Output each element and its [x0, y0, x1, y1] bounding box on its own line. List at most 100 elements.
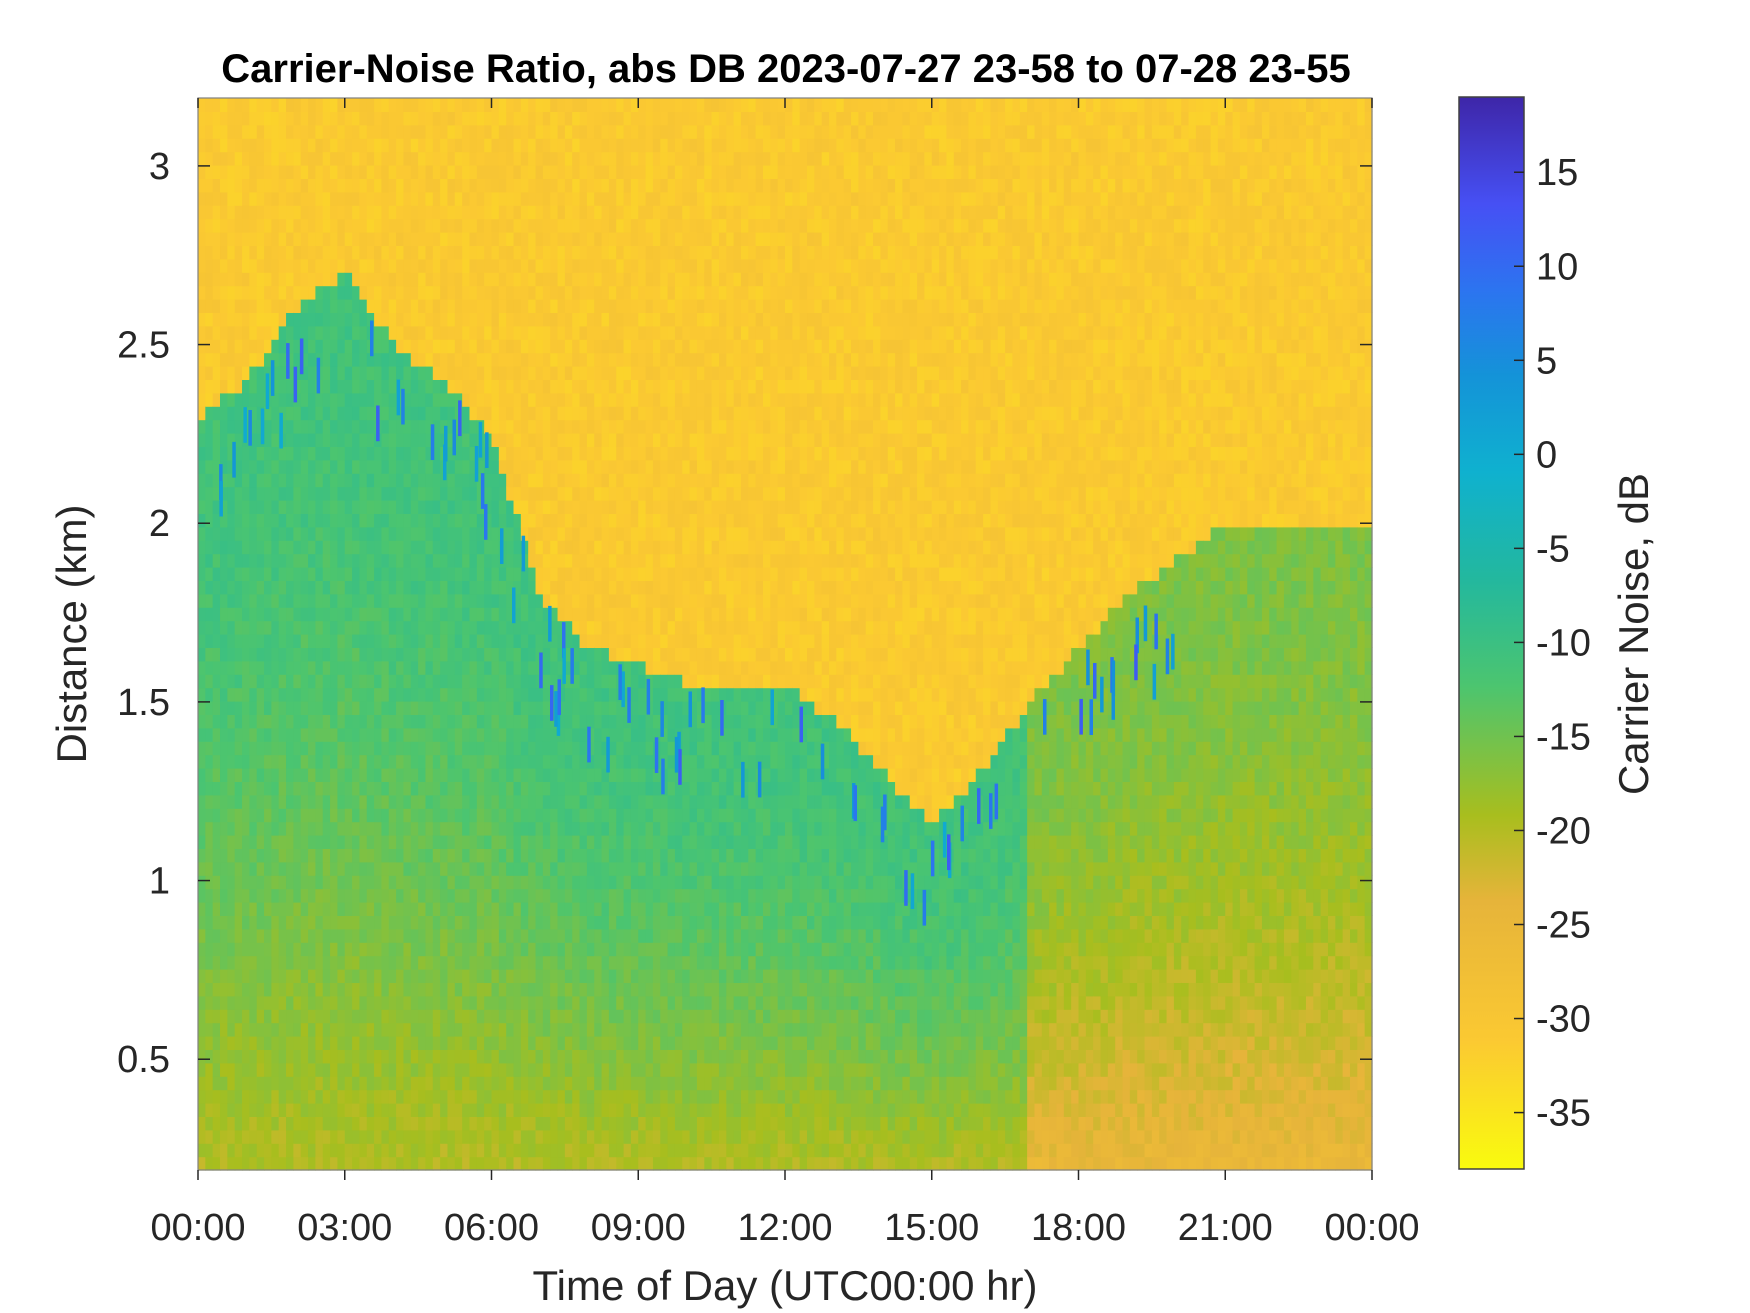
- heatmap-cell: [359, 794, 368, 809]
- heatmap-cell: [462, 352, 471, 367]
- heatmap-cell: [638, 607, 647, 622]
- heatmap-cell: [579, 982, 588, 997]
- heatmap-cell: [322, 634, 331, 648]
- heatmap-cell: [396, 433, 405, 447]
- heatmap-cell: [513, 915, 522, 930]
- heatmap-cell: [234, 138, 243, 153]
- heatmap-cell: [454, 848, 463, 863]
- heatmap-cell: [506, 299, 515, 313]
- heatmap-cell: [381, 258, 390, 273]
- heatmap-column: [579, 98, 588, 1171]
- heatmap-cell: [330, 406, 339, 421]
- heatmap-cell: [264, 299, 272, 313]
- heatmap-cell: [630, 902, 639, 916]
- heatmap-cell: [403, 768, 412, 782]
- heatmap-cell: [528, 875, 537, 890]
- heatmap-cell: [638, 660, 647, 675]
- heatmap-cell: [462, 406, 471, 421]
- heatmap-cell: [616, 875, 625, 890]
- heatmap-cell: [256, 1049, 265, 1064]
- heatmap-cell: [572, 352, 581, 367]
- heatmap-cell: [542, 660, 551, 675]
- heatmap-cell: [205, 513, 214, 528]
- heatmap-cell: [264, 258, 272, 273]
- heatmap-cell: [249, 687, 258, 702]
- heatmap-cell: [469, 392, 478, 407]
- heatmap-cell: [205, 1062, 214, 1077]
- heatmap-cell: [528, 727, 537, 742]
- heatmap-cell: [498, 687, 507, 702]
- heatmap-cell: [425, 821, 434, 836]
- heatmap-cell: [374, 446, 383, 461]
- heatmap-cell: [630, 995, 639, 1010]
- heatmap-cell: [344, 138, 353, 153]
- heatmap-column: [601, 98, 610, 1171]
- heatmap-cell: [616, 915, 625, 930]
- heatmap-cell: [242, 701, 250, 715]
- heatmap-cell: [542, 982, 551, 997]
- heatmap-cell: [564, 1009, 573, 1024]
- heatmap-cell: [388, 419, 397, 434]
- heatmap-cell: [616, 540, 625, 555]
- heatmap-cell: [506, 1129, 515, 1144]
- heatmap-cell: [249, 1103, 258, 1117]
- heatmap-column: [520, 98, 529, 1171]
- heatmap-cell: [271, 915, 280, 930]
- heatmap-cell: [535, 312, 544, 327]
- heatmap-cell: [418, 1103, 427, 1117]
- heatmap-cell: [542, 486, 551, 501]
- heatmap-cell: [498, 1022, 507, 1037]
- heatmap-cell: [498, 352, 507, 367]
- heatmap-cell: [366, 138, 375, 153]
- heatmap-cell: [638, 191, 647, 206]
- heatmap-cell: [396, 325, 405, 340]
- heatmap-cell: [498, 768, 507, 782]
- heatmap-cell: [491, 861, 500, 876]
- heatmap-cell: [212, 848, 221, 863]
- heatmap-cell: [528, 218, 537, 233]
- heatmap-cell: [586, 272, 595, 287]
- heatmap-cell: [616, 593, 625, 608]
- heatmap-cell: [645, 607, 654, 622]
- heatmap-cell: [432, 232, 441, 246]
- heatmap-cell: [227, 1103, 236, 1117]
- heatmap-cell: [337, 245, 346, 260]
- heatmap-cell: [542, 500, 551, 514]
- heatmap-cell: [293, 915, 302, 930]
- heatmap-cell: [484, 526, 493, 541]
- heatmap-cell: [388, 902, 397, 916]
- heatmap-cell: [506, 513, 515, 528]
- heatmap-cell: [388, 379, 397, 394]
- heatmap-cell: [359, 513, 368, 528]
- heatmap-cell: [278, 1009, 287, 1024]
- heatmap-cell: [396, 620, 405, 635]
- heatmap-cell: [506, 419, 515, 434]
- heatmap-cell: [454, 969, 463, 983]
- heatmap-cell: [212, 969, 221, 983]
- heatmap-cell: [476, 835, 485, 849]
- heatmap-cell: [506, 165, 515, 179]
- heatmap-cell: [579, 593, 588, 608]
- heatmap-cell: [638, 593, 647, 608]
- heatmap-cell: [425, 1116, 434, 1131]
- heatmap-cell: [586, 486, 595, 501]
- heatmap-cell: [366, 727, 375, 742]
- heatmap-cell: [506, 366, 515, 380]
- heatmap-cell: [550, 1143, 559, 1158]
- heatmap-cell: [498, 446, 507, 461]
- heatmap-cell: [594, 352, 603, 367]
- heatmap-cell: [264, 352, 272, 367]
- heatmap-cell: [528, 861, 537, 876]
- heatmap-cell: [418, 419, 427, 434]
- heatmap-cell: [630, 620, 639, 635]
- heatmap-cell: [447, 486, 456, 501]
- heatmap-cell: [594, 513, 603, 528]
- heatmap-cell: [520, 379, 529, 394]
- heatmap-cell: [300, 768, 309, 782]
- heatmap-cell: [498, 218, 507, 233]
- heatmap-cell: [227, 124, 236, 139]
- heatmap-cell: [293, 902, 302, 916]
- heatmap-cell: [579, 433, 588, 447]
- heatmap-cell: [410, 392, 419, 407]
- heatmap-cell: [418, 459, 427, 474]
